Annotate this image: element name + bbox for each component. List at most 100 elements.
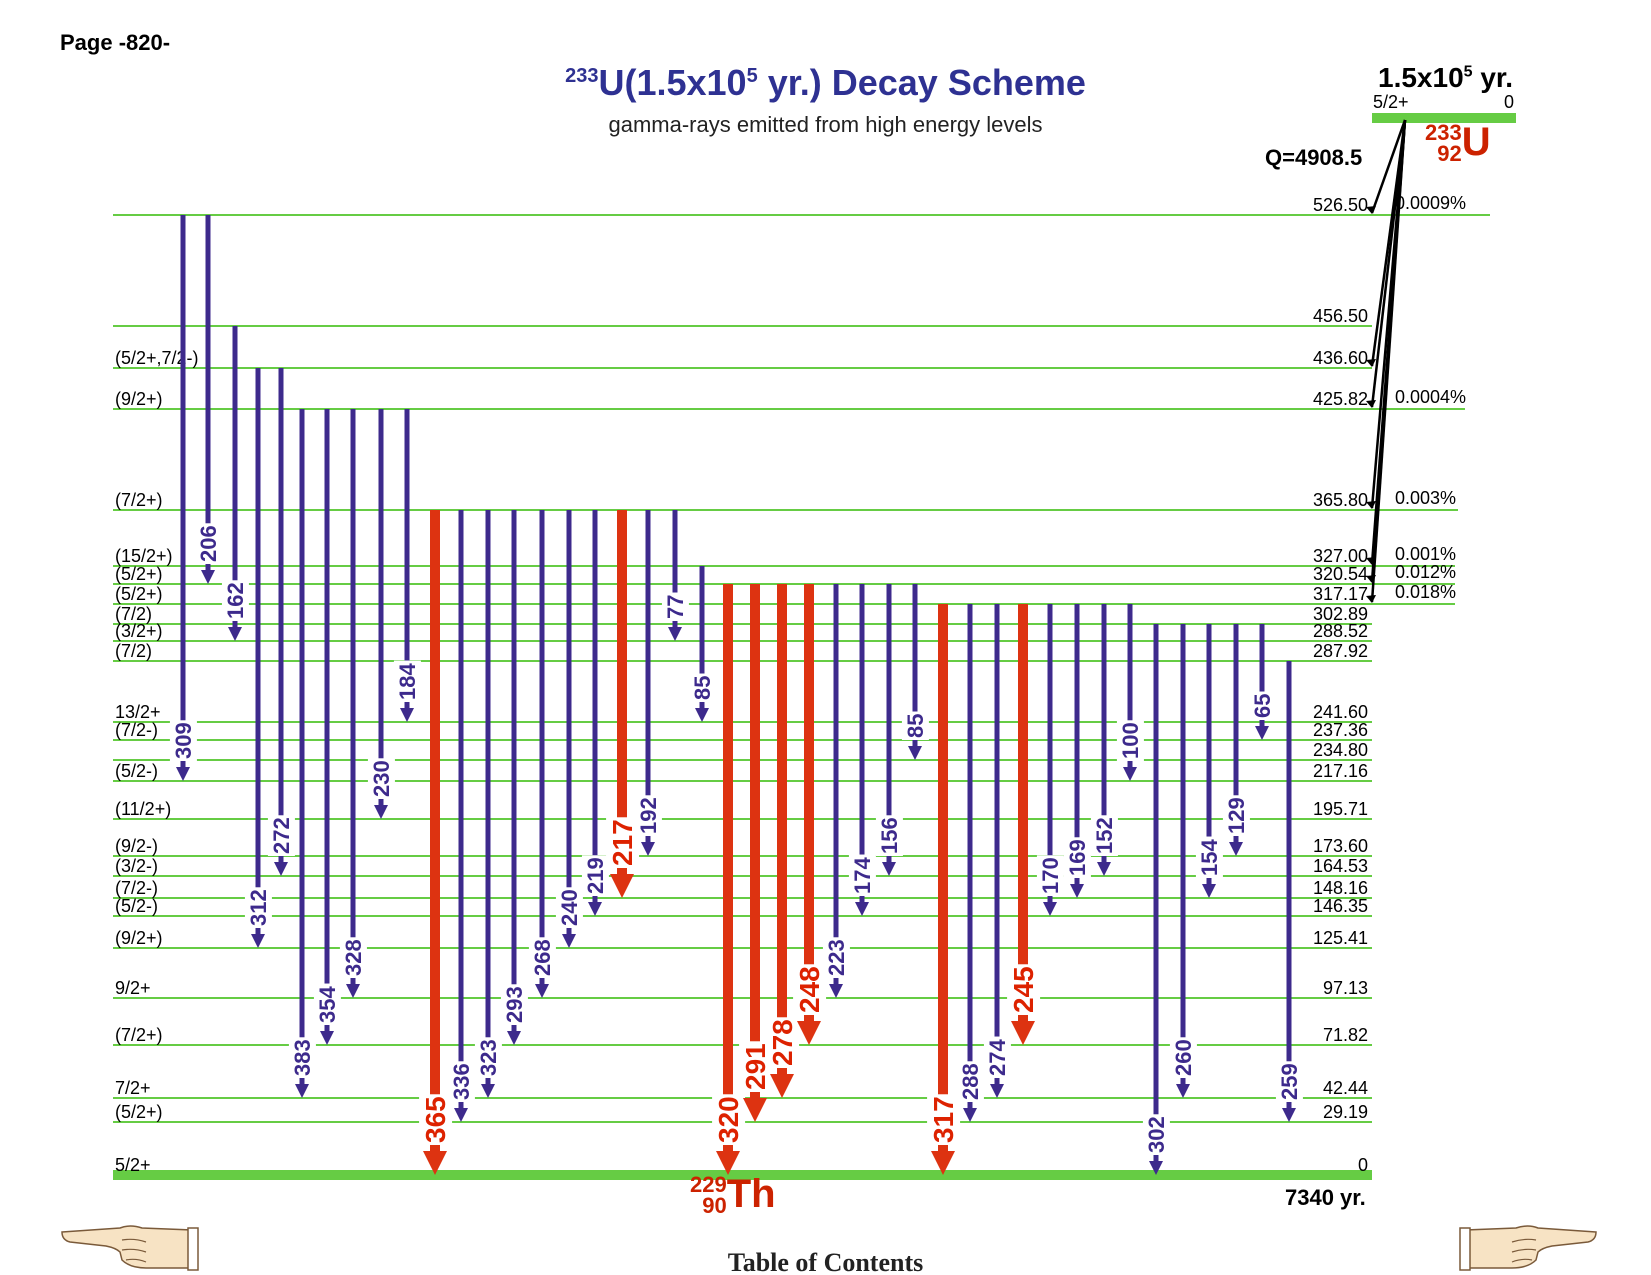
level-energy-label: 42.44 [1323, 1078, 1368, 1098]
gamma-arrowhead [668, 627, 682, 641]
level-feeding-label: 0.0009% [1395, 193, 1466, 213]
gamma-arrowhead [931, 1151, 955, 1175]
gamma-label-backdrop [194, 523, 222, 564]
level-energy-label: 234.80 [1313, 740, 1368, 760]
level-spin-label: 9/2+ [115, 978, 151, 998]
gamma-label-backdrop [712, 1094, 746, 1145]
title-mass-number: 233 [565, 65, 599, 87]
gamma-label-backdrop [1007, 964, 1041, 1015]
gamma-label-backdrop [901, 711, 929, 740]
gamma-336-365.80: 336 [447, 510, 475, 1122]
gamma-291-320.54: 291 [739, 584, 773, 1122]
gamma-arrowhead [963, 1108, 977, 1122]
gamma-label-backdrop [634, 795, 662, 836]
gamma-label-backdrop [419, 1094, 453, 1145]
level-spin-label: (3/2-) [115, 856, 158, 876]
level-energy-label: 320.54 [1313, 564, 1368, 584]
gamma-309-526.50: 309 [169, 215, 197, 781]
gamma-arrowhead [374, 805, 388, 819]
gamma-317-317.17: 317 [927, 604, 961, 1175]
parent-atomic-number: 92 [1437, 140, 1462, 166]
level-energy-label: 287.92 [1313, 641, 1368, 661]
next-page-link[interactable] [1458, 1218, 1598, 1275]
gamma-energy-label: 77 [663, 595, 688, 619]
gamma-328-425.82: 328 [339, 409, 367, 998]
gamma-174-320.54: 174 [848, 584, 876, 916]
gamma-323-365.80: 323 [474, 510, 502, 1098]
level-energy-label: 148.16 [1313, 878, 1368, 898]
gamma-arrowhead [1011, 1021, 1035, 1045]
level-spin-label: (11/2+) [115, 799, 171, 819]
level-526.50: 526.50 0.0009% [113, 193, 1490, 216]
level-195.71: 195.71 (11/2+) [113, 799, 1372, 820]
level-spin-label: (5/2+) [115, 1102, 163, 1122]
parent-energy-label: 0 [1504, 92, 1514, 112]
gamma-label-backdrop [339, 937, 367, 978]
gamma-label-backdrop [848, 854, 876, 896]
level-217.16: 217.16 (5/2-) [113, 761, 1372, 782]
level-spin-label: (7/2+) [115, 1025, 163, 1045]
gamma-energy-label: 152 [1092, 817, 1117, 854]
gamma-arrowhead [695, 708, 709, 722]
gamma-170-317.17: 170 [1036, 604, 1064, 916]
gamma-arrowhead [743, 1098, 767, 1122]
level-energy-label: 0 [1358, 1155, 1368, 1175]
parent-nuclide: 233 92U [1425, 120, 1491, 165]
gamma-arrowhead [1043, 902, 1057, 916]
gamma-293-365.80: 293 [500, 510, 528, 1045]
title-exponent: 5 [746, 65, 758, 87]
title-text-post: yr.) Decay Scheme [757, 62, 1086, 103]
gamma-192-365.80: 192 [634, 510, 662, 856]
level-energy-label: 327.00 [1313, 546, 1368, 566]
daughter-nuclide: 229 90Th [690, 1172, 776, 1217]
gamma-energy-label: 288 [958, 1063, 983, 1100]
gamma-arrowhead [990, 1084, 1004, 1098]
gamma-label-backdrop [875, 815, 903, 856]
gamma-129-302.89: 129 [1222, 624, 1250, 856]
gamma-arrowhead [855, 902, 869, 916]
level-237.36: 237.36 (7/2-) [113, 720, 1372, 741]
level-energy-label: 288.52 [1313, 621, 1368, 641]
level-energy-label: 425.82 [1313, 389, 1368, 409]
parent-halflife-unit: yr. [1472, 62, 1514, 93]
parent-element-symbol: U [1461, 120, 1491, 164]
parent-spin-label: 5/2+ [1373, 92, 1409, 112]
alpha-branch-arrowhead [1366, 359, 1376, 367]
level-spin-label: (5/2-) [115, 761, 158, 781]
gamma-arrowhead [1123, 767, 1137, 781]
gamma-energy-label: 170 [1038, 857, 1063, 894]
table-of-contents-link[interactable]: Table of Contents [727, 1248, 924, 1275]
level-spin-label: (9/2+) [115, 389, 163, 409]
gamma-154-302.89: 154 [1195, 624, 1223, 898]
gamma-energy-label: 259 [1277, 1063, 1302, 1100]
gamma-77-365.80: 77 [661, 510, 689, 641]
q-value: Q=4908.5 [1265, 145, 1363, 170]
gamma-label-backdrop [221, 580, 249, 621]
gamma-260-302.89: 260 [1169, 624, 1197, 1098]
gamma-energy-label: 383 [290, 1039, 315, 1076]
gamma-label-backdrop [1169, 1037, 1197, 1078]
gamma-245-317.17: 245 [1007, 604, 1041, 1045]
gamma-energy-label: 223 [824, 939, 849, 976]
gamma-label-backdrop [367, 758, 395, 799]
level-spin-label: (5/2+) [115, 584, 163, 604]
gamma-energy-label: 309 [171, 722, 196, 759]
level-spin-label: 13/2+ [115, 702, 161, 722]
gamma-energy-label: 162 [223, 582, 248, 619]
gamma-184-425.82: 184 [393, 409, 421, 722]
level-energy-label: 302.89 [1313, 604, 1368, 624]
gamma-energy-label: 65 [1250, 694, 1275, 718]
gamma-energy-label: 85 [903, 714, 928, 738]
gamma-arrowhead [588, 902, 602, 916]
level-energy-label: 164.53 [1313, 856, 1368, 876]
level-energy-label: 456.50 [1313, 306, 1368, 326]
level-energy-label: 146.35 [1313, 896, 1368, 916]
pointing-hand-right-icon [1459, 1225, 1597, 1271]
gamma-label-backdrop [1036, 855, 1064, 896]
gamma-354-425.82: 354 [313, 409, 341, 1045]
gamma-energy-label: 230 [369, 760, 394, 797]
prev-page-link[interactable] [60, 1218, 200, 1275]
gamma-energy-label: 278 [767, 1019, 798, 1066]
